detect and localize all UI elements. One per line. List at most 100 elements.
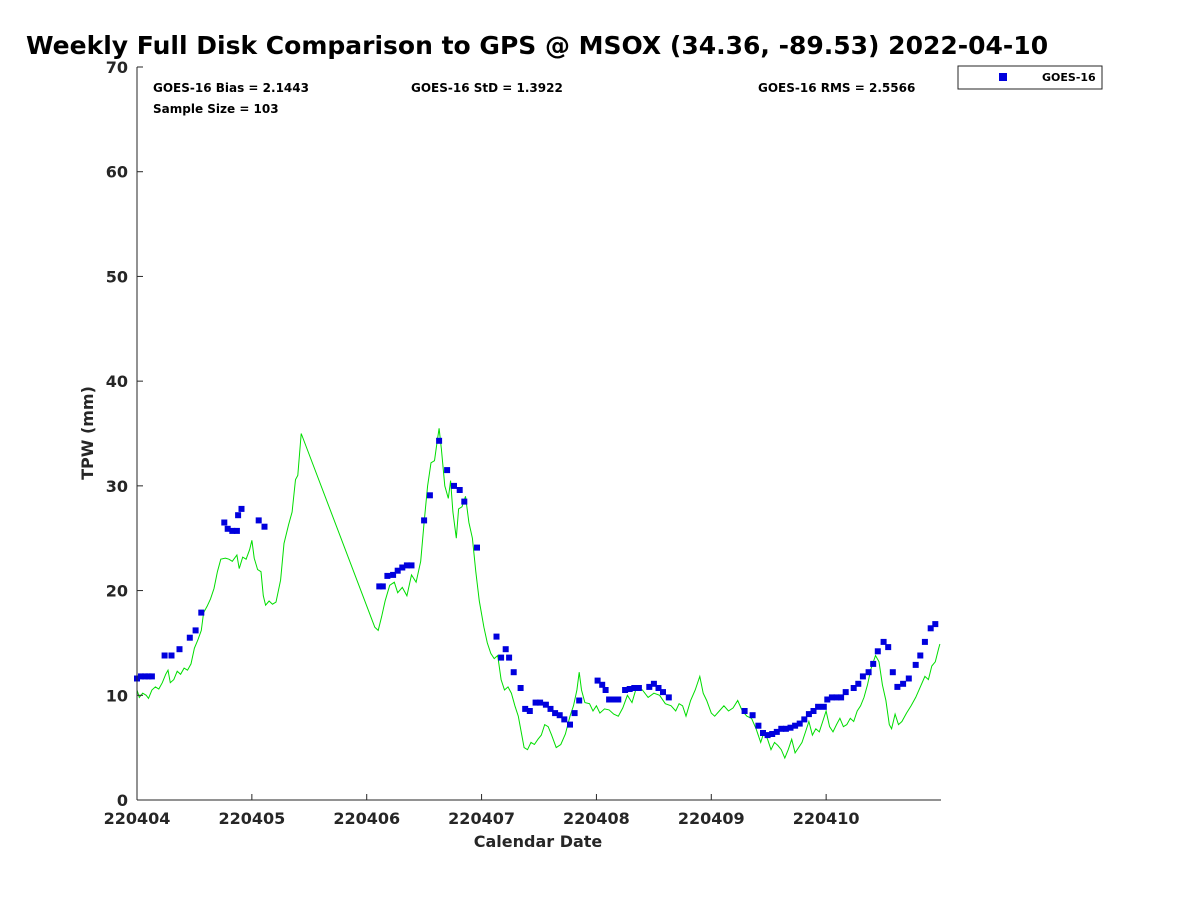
bias-stat: GOES-16 Bias = 2.1443 <box>153 81 309 95</box>
goes16-data-point <box>221 519 228 526</box>
goes16-data-point <box>506 654 513 661</box>
x-axis-label: Calendar Date <box>474 832 603 851</box>
goes16-data-point <box>408 562 415 569</box>
goes16-data-point <box>805 711 812 718</box>
y-tick-label: 50 <box>106 267 128 286</box>
goes16-data-point <box>526 708 533 714</box>
goes16-data-point <box>461 498 468 505</box>
goes16-data-point <box>379 583 386 590</box>
x-tick-label: 220406 <box>333 809 400 828</box>
goes16-data-point <box>755 722 762 729</box>
goes16-data-point <box>900 680 907 687</box>
legend: GOES-16 <box>957 65 1103 90</box>
y-tick-label: 70 <box>106 58 128 77</box>
x-ticks: 220404 220405 220406 220407 220408 220409 2204… <box>104 794 860 828</box>
y-tick-label: 60 <box>106 163 128 182</box>
goes16-data-point <box>576 697 583 704</box>
goes16-data-point <box>547 705 554 712</box>
x-tick-label: 220407 <box>448 809 515 828</box>
goes16-data-point <box>390 571 397 578</box>
goes16-data-point <box>474 544 480 551</box>
goes16-data-point <box>927 625 934 632</box>
goes16-data-point <box>594 677 601 684</box>
goes16-data-point <box>561 716 568 723</box>
goes16-data-point <box>537 699 544 706</box>
goes16-data-point <box>451 482 457 489</box>
goes16-data-point <box>145 673 152 680</box>
goes16-data-point <box>650 680 657 687</box>
y-axis-label: TPW (mm) <box>78 386 97 480</box>
goes16-data-point <box>820 703 827 710</box>
goes16-data-point <box>403 562 410 569</box>
goes16-data-point <box>198 609 205 616</box>
goes16-data-point <box>399 564 406 571</box>
goes16-data-point <box>238 505 245 512</box>
goes16-data-point <box>610 696 617 703</box>
goes16-data-point <box>764 732 771 739</box>
goes16-data-point <box>436 437 443 444</box>
goes16-data-point <box>626 686 633 692</box>
goes16-data-point <box>842 689 849 696</box>
goes16-data-point <box>749 712 756 719</box>
goes16-data-point <box>229 527 236 534</box>
goes16-data-point <box>773 728 780 735</box>
goes16-data-point <box>493 633 500 640</box>
goes16-data-point <box>850 685 857 691</box>
goes16-data-point <box>394 567 401 574</box>
goes16-data-point <box>384 572 391 579</box>
goes16-data-point <box>917 652 924 659</box>
legend-label-goes16: GOES-16 <box>1042 71 1096 84</box>
goes16-data-point <box>932 621 939 628</box>
x-tick-label: 220409 <box>678 809 745 828</box>
goes16-data-point <box>498 654 505 661</box>
goes16-data-point <box>224 525 231 532</box>
rms-stat: GOES-16 RMS = 2.5566 <box>758 81 915 95</box>
goes16-data-point <box>567 721 573 728</box>
goes16-data-point <box>138 673 144 680</box>
goes16-data-point <box>889 669 896 676</box>
goes16-data-point <box>655 685 662 691</box>
goes16-data-point <box>859 673 866 680</box>
goes16-data-point <box>192 627 199 634</box>
goes16-data-point <box>787 724 794 731</box>
gps-series-line <box>136 428 941 760</box>
goes16-data-point <box>833 694 840 701</box>
goes16-data-point <box>606 696 613 703</box>
goes16-data-point <box>161 652 168 659</box>
goes16-data-point <box>635 685 642 691</box>
goes16-data-point <box>142 673 148 680</box>
goes16-data-point <box>646 683 653 690</box>
goes16-data-point <box>426 492 433 499</box>
x-tick-label: 220410 <box>793 809 860 828</box>
goes16-data-point <box>456 487 463 493</box>
goes16-data-point <box>815 703 822 710</box>
goes16-data-point <box>615 696 622 703</box>
goes16-data-point <box>838 694 845 701</box>
goes16-data-point <box>810 708 817 714</box>
goes16-data-point <box>894 683 901 690</box>
scatter-layer <box>134 437 939 739</box>
sample-size-stat: Sample Size = 103 <box>153 102 279 116</box>
x-tick-label: 220404 <box>104 809 171 828</box>
goes16-data-point <box>571 710 578 717</box>
goes16-data-point <box>255 517 262 524</box>
goes16-data-point <box>176 646 183 653</box>
y-tick-label: 40 <box>106 372 128 391</box>
goes16-data-point <box>148 673 155 680</box>
goes16-data-point <box>905 675 912 682</box>
legend-marker-goes16 <box>999 73 1007 81</box>
goes16-data-point <box>444 467 451 474</box>
goes16-data-point <box>855 680 862 687</box>
goes16-data-point <box>602 687 609 693</box>
plot-area <box>136 428 941 760</box>
goes16-data-point <box>261 523 268 530</box>
goes16-data-point <box>769 731 776 737</box>
goes16-data-point <box>865 669 872 676</box>
goes16-data-point <box>622 687 629 693</box>
goes16-data-point <box>885 644 892 651</box>
goes16-data-point <box>599 681 606 688</box>
goes16-data-point <box>792 722 799 729</box>
y-tick-label: 30 <box>106 477 128 496</box>
y-tick-label: 10 <box>106 686 128 705</box>
